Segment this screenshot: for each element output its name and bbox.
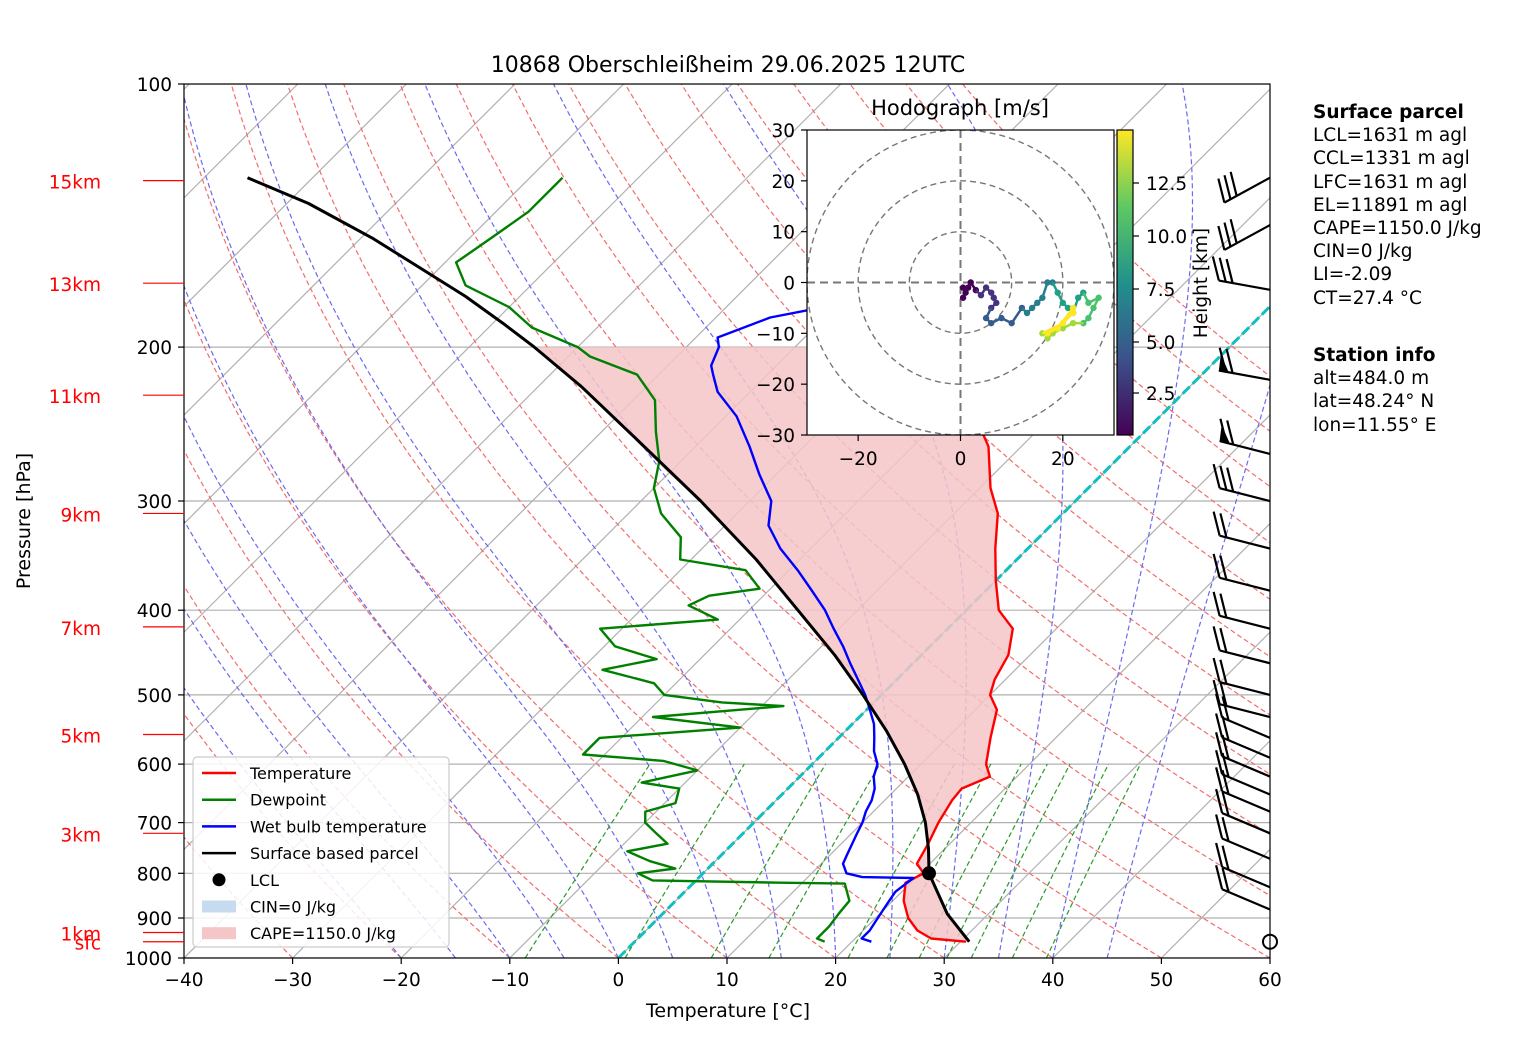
station-info: Station info alt=484.0 m lat=48.24° N lo… bbox=[1313, 344, 1436, 437]
legend-swatch bbox=[202, 927, 236, 939]
colorbar-label: Height [km] bbox=[1191, 228, 1212, 338]
colorbar-tick-label: 2.5 bbox=[1146, 384, 1175, 405]
y-tick-label: 1000 bbox=[125, 949, 172, 970]
hodograph-x-tick-label: −20 bbox=[839, 449, 878, 470]
hodograph-inset: −20 0 20 30 20 10 0 −10 −20 −30 2.5 5.0 7.5 10.0 12.5 H… bbox=[756, 121, 1212, 470]
mixing-ratio-line bbox=[947, 764, 1047, 958]
legend-label: Wet bulb temperature bbox=[250, 817, 427, 836]
y-tick-label: 800 bbox=[137, 864, 172, 885]
info-ct: CT=27.4 °C bbox=[1313, 287, 1482, 310]
mixing-ratio-line bbox=[625, 764, 744, 958]
y-tick-label: 900 bbox=[137, 909, 172, 930]
info-li: LI=-2.09 bbox=[1313, 263, 1482, 286]
legend-label: LCL bbox=[250, 871, 279, 890]
wind-barb bbox=[1214, 626, 1270, 663]
hodograph-title: Hodograph [m/s] bbox=[871, 96, 1049, 120]
mixing-ratio-line bbox=[971, 764, 1070, 958]
wind-barb bbox=[1218, 172, 1270, 203]
legend-swatch bbox=[213, 873, 226, 886]
surface-parcel-header: Surface parcel bbox=[1313, 101, 1482, 124]
hodograph-colorbar bbox=[1117, 130, 1133, 435]
x-tick-label: 0 bbox=[613, 970, 625, 991]
x-tick-label: −40 bbox=[164, 970, 203, 991]
height-label: 7km bbox=[60, 619, 101, 640]
x-tick-label: 10 bbox=[715, 970, 739, 991]
chart-legend: Temperature Dewpoint Wet bulb temperature S… bbox=[193, 757, 449, 947]
info-ccl: CCL=1331 m agl bbox=[1313, 147, 1482, 170]
x-tick-label: 50 bbox=[1150, 970, 1174, 991]
station-info-header: Station info bbox=[1313, 344, 1436, 367]
hodograph-y-tick-label: 30 bbox=[771, 121, 795, 142]
legend-label: Surface based parcel bbox=[250, 844, 419, 863]
hodograph-y-tick-label: 20 bbox=[771, 172, 795, 193]
lcl-marker bbox=[922, 866, 936, 880]
y-axis-label: Pressure [hPa] bbox=[13, 453, 35, 589]
y-tick-label: 200 bbox=[137, 338, 172, 359]
wind-barb bbox=[1216, 865, 1270, 909]
hodograph-y-tick-label: −10 bbox=[756, 324, 795, 345]
hodograph-x-tick-label: 0 bbox=[955, 449, 967, 470]
height-label: 13km bbox=[49, 275, 101, 296]
legend-label: Dewpoint bbox=[250, 791, 326, 810]
height-label: sfc bbox=[75, 934, 101, 955]
info-cin: CIN=0 J/kg bbox=[1313, 240, 1482, 263]
mixing-ratio-line bbox=[711, 764, 825, 958]
wind-barb bbox=[1216, 843, 1270, 887]
height-label: 5km bbox=[60, 727, 101, 748]
mixing-ratio-line bbox=[1046, 764, 1140, 958]
wind-barb bbox=[1220, 419, 1270, 454]
info-lon: lon=11.55° E bbox=[1313, 414, 1436, 437]
y-tick-label: 700 bbox=[137, 814, 172, 835]
wind-barbs bbox=[1213, 172, 1277, 949]
hodograph-x-tick-label: 20 bbox=[1051, 449, 1075, 470]
x-tick-label: 20 bbox=[824, 970, 848, 991]
info-lat: lat=48.24° N bbox=[1313, 390, 1436, 413]
hodograph-y-tick-label: 10 bbox=[771, 223, 795, 244]
x-tick-label: 40 bbox=[1041, 970, 1065, 991]
height-label: 3km bbox=[60, 825, 101, 846]
x-tick-label: 60 bbox=[1258, 970, 1282, 991]
x-tick-label: −30 bbox=[273, 970, 312, 991]
y-tick-label: 300 bbox=[137, 492, 172, 513]
y-tick-label: 500 bbox=[137, 686, 172, 707]
wind-barb bbox=[1214, 464, 1270, 501]
colorbar-tick-label: 12.5 bbox=[1146, 174, 1187, 195]
colorbar-tick-label: 5.0 bbox=[1146, 333, 1175, 354]
x-axis-label: Temperature [°C] bbox=[645, 1000, 810, 1022]
x-tick-label: 30 bbox=[932, 970, 956, 991]
info-alt: alt=484.0 m bbox=[1313, 367, 1436, 390]
info-lfc: LFC=1631 m agl bbox=[1313, 171, 1482, 194]
legend-label: CAPE=1150.0 J/kg bbox=[250, 924, 396, 943]
height-label: 11km bbox=[49, 387, 101, 408]
legend-label: Temperature bbox=[249, 764, 351, 783]
colorbar-tick-label: 7.5 bbox=[1146, 280, 1175, 301]
info-lcl: LCL=1631 m agl bbox=[1313, 124, 1482, 147]
wind-barb bbox=[1219, 348, 1270, 380]
legend-swatch bbox=[202, 901, 236, 913]
wind-barb bbox=[1214, 512, 1270, 549]
info-cape: CAPE=1150.0 J/kg bbox=[1313, 217, 1482, 240]
x-tick-label: −10 bbox=[490, 970, 529, 991]
legend-label: CIN=0 J/kg bbox=[250, 898, 336, 917]
hodograph-y-tick-label: −30 bbox=[756, 426, 795, 447]
info-el: EL=11891 m agl bbox=[1313, 194, 1482, 217]
moist-adiabat bbox=[1107, 84, 1347, 958]
chart-title: 10868 Oberschleißheim 29.06.2025 12UTC bbox=[491, 53, 966, 78]
x-tick-label: −20 bbox=[382, 970, 421, 991]
wind-barb bbox=[1213, 257, 1270, 290]
height-label: 15km bbox=[49, 173, 101, 194]
hodograph-y-tick-label: −20 bbox=[756, 375, 795, 396]
y-tick-label: 100 bbox=[137, 75, 172, 96]
surface-parcel-info: Surface parcel LCL=1631 m agl CCL=1331 m… bbox=[1313, 101, 1482, 310]
hodograph-y-tick-label: 0 bbox=[783, 274, 795, 295]
colorbar-tick-label: 10.0 bbox=[1146, 227, 1187, 248]
y-tick-label: 400 bbox=[137, 601, 172, 622]
y-tick-label: 600 bbox=[137, 755, 172, 776]
height-label: 9km bbox=[60, 505, 101, 526]
